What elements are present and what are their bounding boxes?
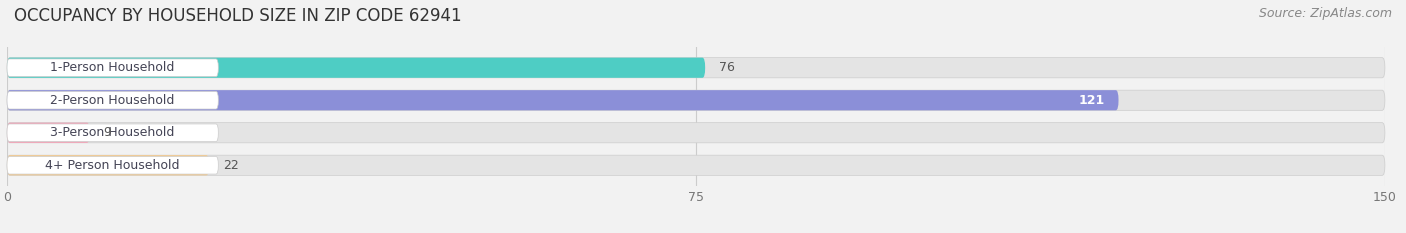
Text: OCCUPANCY BY HOUSEHOLD SIZE IN ZIP CODE 62941: OCCUPANCY BY HOUSEHOLD SIZE IN ZIP CODE … [14, 7, 461, 25]
FancyBboxPatch shape [7, 59, 218, 76]
FancyBboxPatch shape [7, 123, 1385, 143]
FancyBboxPatch shape [7, 157, 218, 174]
FancyBboxPatch shape [7, 58, 1385, 78]
Text: 2-Person Household: 2-Person Household [51, 94, 174, 107]
Text: 22: 22 [224, 159, 239, 172]
Text: 9: 9 [104, 126, 111, 139]
FancyBboxPatch shape [7, 123, 90, 143]
FancyBboxPatch shape [7, 90, 1119, 110]
Text: Source: ZipAtlas.com: Source: ZipAtlas.com [1258, 7, 1392, 20]
FancyBboxPatch shape [7, 155, 1385, 175]
Text: 121: 121 [1078, 94, 1105, 107]
Text: 76: 76 [718, 61, 735, 74]
FancyBboxPatch shape [7, 92, 218, 109]
FancyBboxPatch shape [7, 90, 1385, 110]
Text: 1-Person Household: 1-Person Household [51, 61, 174, 74]
FancyBboxPatch shape [7, 58, 706, 78]
FancyBboxPatch shape [7, 155, 209, 175]
FancyBboxPatch shape [7, 124, 218, 141]
Text: 4+ Person Household: 4+ Person Household [45, 159, 180, 172]
Text: 3-Person Household: 3-Person Household [51, 126, 174, 139]
